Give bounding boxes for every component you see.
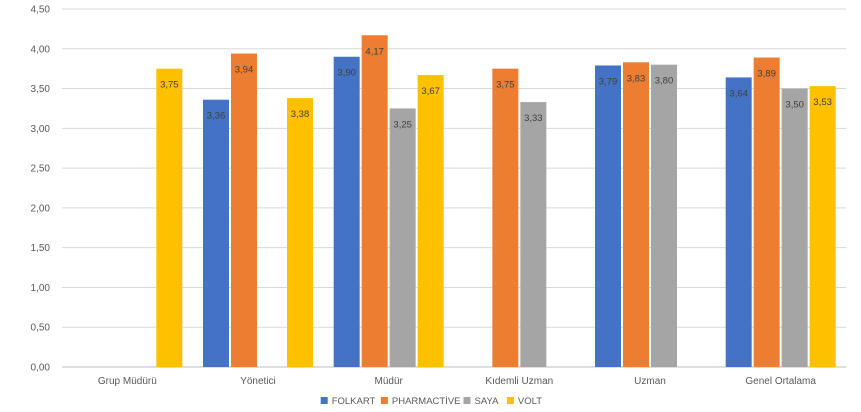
data-label: 3,79 <box>599 76 618 87</box>
bar[interactable] <box>753 57 780 367</box>
bar[interactable] <box>595 65 621 368</box>
legend-label: VOLT <box>518 396 542 407</box>
bar[interactable] <box>651 64 677 367</box>
data-label: 3,38 <box>291 109 310 120</box>
data-label: 3,50 <box>785 100 804 111</box>
data-label: 3,80 <box>655 76 674 87</box>
bar[interactable] <box>287 98 313 367</box>
data-label: 3,25 <box>393 119 412 130</box>
bar[interactable] <box>725 77 752 367</box>
bar[interactable] <box>203 99 229 368</box>
y-tick-label: 1,00 <box>31 283 51 294</box>
legend-item[interactable]: PHARMACTİVE <box>380 396 461 407</box>
bar[interactable] <box>623 62 649 368</box>
y-axis-ticks: 0,00 0,50 1,00 1,50 2,00 2,50 3,00 3,50 4,00 4,50 <box>31 5 51 374</box>
bars <box>156 35 836 368</box>
category-label: Kıdemli Uzman <box>485 376 553 387</box>
gridlines <box>62 8 846 368</box>
legend-label: PHARMACTİVE <box>392 396 461 407</box>
y-tick-label: 2,00 <box>31 203 51 214</box>
bar[interactable] <box>156 68 183 368</box>
y-tick-label: 3,00 <box>31 124 51 135</box>
bar[interactable] <box>231 53 257 367</box>
bar[interactable] <box>361 35 388 368</box>
data-label: 3,83 <box>627 73 646 84</box>
legend-swatch <box>463 397 471 404</box>
bar[interactable] <box>333 56 360 367</box>
bar[interactable] <box>520 102 547 367</box>
category-label: Yönetici <box>240 376 276 387</box>
y-tick-label: 2,50 <box>31 164 51 175</box>
category-labels: Grup Müdürü Yönetici Müdür Kıdemli Uzman Uzm… <box>98 376 817 387</box>
data-label: 3,53 <box>813 97 832 108</box>
y-tick-label: 1,50 <box>31 243 51 254</box>
bar[interactable] <box>492 68 519 368</box>
data-label: 3,94 <box>235 65 254 76</box>
category-label: Uzman <box>634 376 666 387</box>
bar[interactable] <box>389 108 416 367</box>
bar[interactable] <box>809 86 836 368</box>
data-label: 3,33 <box>524 113 543 124</box>
category-label: Müdür <box>374 376 403 387</box>
legend-label: FOLKART <box>332 396 376 407</box>
data-label: 3,90 <box>337 68 356 79</box>
data-label: 3,75 <box>160 80 179 91</box>
bar[interactable] <box>781 88 808 368</box>
legend-item[interactable]: VOLT <box>506 396 542 407</box>
legend-swatch <box>320 397 328 404</box>
y-tick-label: 4,50 <box>31 5 51 16</box>
data-label: 3,75 <box>496 80 515 91</box>
data-label: 3,67 <box>421 86 440 97</box>
y-tick-label: 4,00 <box>31 44 51 55</box>
bar[interactable] <box>417 75 444 367</box>
category-label: Genel Ortalama <box>745 376 816 387</box>
data-labels: 3,75 3,36 3,94 3,38 3,90 4,17 3,25 3,67 3,75 3,33… <box>160 46 832 130</box>
data-label: 4,17 <box>365 46 384 57</box>
data-label: 3,64 <box>729 88 748 99</box>
legend[interactable]: FOLKART PHARMACTİVE SAYA VOLT <box>320 396 543 407</box>
y-tick-label: 3,50 <box>31 84 51 95</box>
y-tick-label: 0,50 <box>31 323 51 334</box>
legend-label: SAYA <box>475 396 500 407</box>
legend-swatch <box>506 397 514 404</box>
data-label: 3,89 <box>757 69 776 80</box>
legend-item[interactable]: FOLKART <box>320 396 376 407</box>
category-label: Grup Müdürü <box>98 376 157 387</box>
data-label: 3,36 <box>207 111 226 122</box>
y-tick-label: 0,00 <box>31 363 51 374</box>
legend-swatch <box>380 397 388 404</box>
legend-item[interactable]: SAYA <box>463 396 500 407</box>
